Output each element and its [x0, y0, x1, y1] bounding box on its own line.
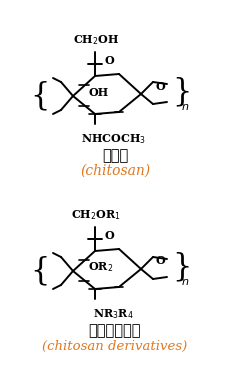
Text: (chitosan derivatives): (chitosan derivatives): [42, 340, 187, 352]
Text: O: O: [104, 230, 113, 241]
Text: CH$_2$OH: CH$_2$OH: [73, 33, 119, 47]
Text: }: }: [171, 251, 191, 283]
Text: OR$_2$: OR$_2$: [88, 260, 113, 274]
Text: {: {: [30, 81, 50, 112]
Text: 壳聚糖: 壳聚糖: [101, 149, 128, 164]
Text: $n$: $n$: [180, 102, 188, 112]
Text: O: O: [154, 81, 164, 92]
Text: NR$_3$R$_4$: NR$_3$R$_4$: [92, 307, 133, 321]
Text: {: {: [30, 255, 50, 287]
Text: }: }: [171, 76, 191, 108]
Text: 壳聚糖衍生物: 壳聚糖衍生物: [88, 324, 141, 339]
Text: $n$: $n$: [180, 277, 188, 287]
Text: OH: OH: [89, 86, 109, 97]
Text: NHCOCH$_3$: NHCOCH$_3$: [80, 132, 145, 146]
Text: CH$_2$OR$_1$: CH$_2$OR$_1$: [71, 208, 120, 222]
Text: O: O: [154, 255, 164, 266]
Text: (chitosan): (chitosan): [80, 164, 149, 178]
Text: O: O: [104, 55, 113, 66]
